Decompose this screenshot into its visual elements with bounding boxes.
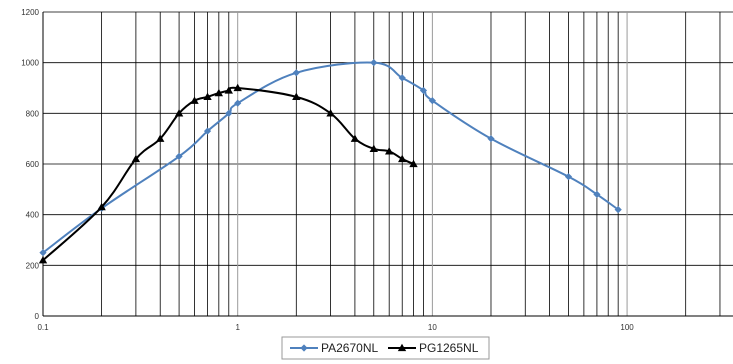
data-point-PA2670NL [398,74,406,82]
y-tick-label: 1200 [21,8,39,17]
data-point-PA2670NL [487,135,495,143]
data-point-PA2670NL [593,190,601,198]
data-point-PG1265NL [409,159,418,168]
data-point-PA2670NL [225,109,233,117]
legend-swatch-marker [300,344,308,352]
series-layer [38,59,622,264]
x-tick-label: 100 [620,323,634,332]
data-point-PA2670NL [292,69,300,77]
data-point-PG1265NL [398,154,407,163]
legend-box [281,336,490,360]
data-point-PG1265NL [350,134,360,142]
data-point-PG1265NL [384,147,394,155]
y-tick-label: 200 [26,261,40,270]
data-point-PG1265NL [224,86,233,94]
data-point-PG1265NL [326,109,335,117]
x-tick-label: 0.1 [37,323,49,332]
legend-swatch-marker [397,343,407,352]
data-point-PG1265NL [214,88,224,97]
y-tick-label: 1000 [21,59,39,68]
data-point-PA2670NL [39,249,47,257]
legend-label: PA2670NL [321,341,378,355]
data-point-PA2670NL [614,206,622,214]
y-tick-label: 800 [26,109,40,118]
axes [42,12,733,317]
y-tick-label: 400 [26,211,40,220]
data-point-PG1265NL [97,202,106,211]
y-tick-label: 600 [26,160,40,169]
data-point-PG1265NL [156,134,165,142]
y-tick-label: 0 [35,312,40,321]
data-point-PA2670NL [428,97,436,105]
grid [42,11,733,317]
data-point-PG1265NL [131,154,141,163]
data-point-PG1265NL [174,109,184,117]
legend: PA2670NL PG1265NL [281,336,490,360]
data-point-PG1265NL [292,92,301,101]
legend-label: PG1265NL [419,341,479,355]
x-tick-label: 1 [235,323,240,332]
data-point-PG1265NL [203,92,212,101]
data-point-PG1265NL [233,83,242,92]
tick-labels: 0 200 400 600 800 1000 1200 0.1 1 10 100 [21,8,634,332]
data-point-PG1265NL [38,256,48,264]
data-point-PA2670NL [203,127,212,135]
data-point-PG1265NL [369,144,378,152]
data-point-PG1265NL [190,96,199,104]
data-point-PA2670NL [564,173,573,181]
data-point-PA2670NL [419,86,428,95]
x-tick-label: 10 [428,323,437,332]
data-point-PA2670NL [175,152,183,160]
data-point-PA2670NL [234,99,242,107]
data-point-PA2670NL [370,59,378,67]
